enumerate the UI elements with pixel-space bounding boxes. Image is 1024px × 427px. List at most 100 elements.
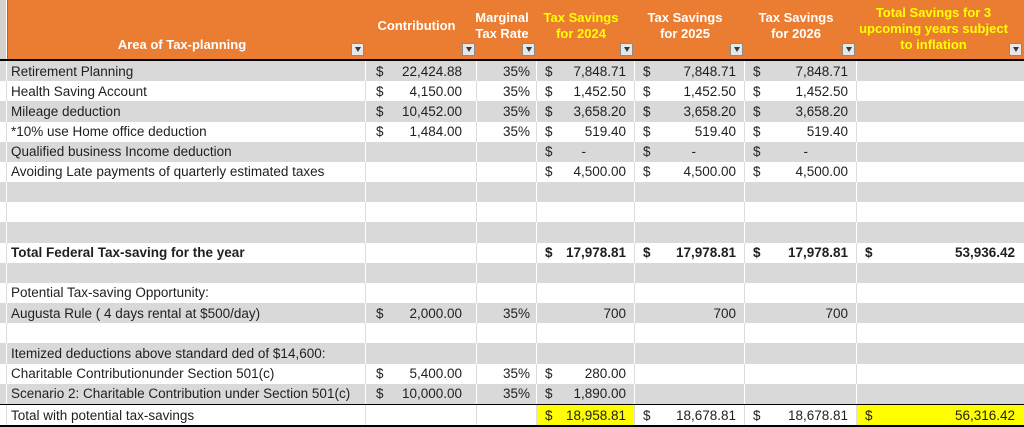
cell-marginal-tax-rate[interactable] (477, 343, 537, 364)
cell-tax-savings-2025[interactable]: $7,848.71 (635, 61, 745, 82)
cell-tax-savings-2026[interactable] (745, 222, 857, 243)
cell-area[interactable] (7, 182, 366, 203)
cell-tax-savings-2024[interactable] (537, 343, 635, 364)
filter-dropdown-button[interactable] (522, 43, 535, 56)
cell-tax-savings-2024[interactable] (537, 323, 635, 344)
cell-total-savings[interactable] (857, 343, 1024, 364)
cell-tax-savings-2026[interactable] (745, 383, 857, 404)
cell-tax-savings-2024[interactable]: $519.40 (537, 121, 635, 142)
cell-contribution[interactable]: $10,452.00 (366, 101, 477, 122)
cell-tax-savings-2025[interactable] (635, 262, 745, 283)
cell-contribution[interactable] (366, 141, 477, 162)
cell-tax-savings-2024[interactable]: $18,958.81 (537, 404, 635, 425)
cell-tax-savings-2025[interactable]: $18,678.81 (635, 404, 745, 425)
cell-marginal-tax-rate[interactable] (477, 161, 537, 183)
cell-tax-savings-2025[interactable] (635, 363, 745, 384)
cell-area[interactable]: Augusta Rule ( 4 days rental at $500/day… (7, 303, 366, 324)
cell-tax-savings-2025[interactable] (635, 222, 745, 243)
cell-tax-savings-2026[interactable] (745, 262, 857, 283)
cell-marginal-tax-rate[interactable]: 35% (477, 121, 537, 142)
cell-area[interactable] (7, 262, 366, 283)
cell-total-savings[interactable] (857, 61, 1024, 82)
cell-total-savings[interactable]: $56,316.42 (857, 404, 1024, 425)
cell-tax-savings-2025[interactable] (635, 343, 745, 364)
cell-total-savings[interactable] (857, 303, 1024, 324)
cell-contribution[interactable] (366, 222, 477, 243)
cell-area[interactable]: Total Federal Tax-saving for the year (7, 242, 366, 263)
cell-tax-savings-2026[interactable] (745, 202, 857, 223)
cell-tax-savings-2025[interactable] (635, 202, 745, 223)
cell-tax-savings-2026[interactable] (745, 182, 857, 203)
cell-total-savings[interactable] (857, 141, 1024, 162)
cell-marginal-tax-rate[interactable] (477, 182, 537, 203)
cell-marginal-tax-rate[interactable]: 35% (477, 363, 537, 384)
column-header-total[interactable]: Total Savings for 3 upcoming years subje… (857, 0, 1024, 59)
cell-tax-savings-2026[interactable]: $3,658.20 (745, 101, 857, 122)
cell-contribution[interactable] (366, 202, 477, 223)
cell-area[interactable] (7, 202, 366, 223)
cell-marginal-tax-rate[interactable]: 35% (477, 101, 537, 122)
cell-contribution[interactable]: $1,484.00 (366, 121, 477, 142)
cell-total-savings[interactable] (857, 383, 1024, 404)
cell-tax-savings-2026[interactable]: $18,678.81 (745, 404, 857, 425)
cell-tax-savings-2026[interactable] (745, 323, 857, 344)
cell-tax-savings-2026[interactable] (745, 343, 857, 364)
cell-area[interactable]: Retirement Planning (7, 61, 366, 82)
cell-tax-savings-2026[interactable]: 700 (745, 303, 857, 324)
filter-dropdown-button[interactable] (620, 43, 633, 56)
cell-tax-savings-2024[interactable]: $17,978.81 (537, 242, 635, 263)
cell-contribution[interactable] (366, 182, 477, 203)
cell-marginal-tax-rate[interactable] (477, 242, 537, 263)
cell-area[interactable]: *10% use Home office deduction (7, 121, 366, 142)
column-header-y2024[interactable]: Tax Savings for 2024 (537, 0, 635, 59)
cell-marginal-tax-rate[interactable] (477, 222, 537, 243)
cell-total-savings[interactable]: $53,936.42 (857, 242, 1024, 263)
cell-total-savings[interactable] (857, 161, 1024, 183)
column-header-contribution[interactable]: Contribution (366, 0, 477, 59)
cell-marginal-tax-rate[interactable] (477, 323, 537, 344)
cell-contribution[interactable]: $4,150.00 (366, 81, 477, 102)
cell-total-savings[interactable] (857, 101, 1024, 122)
cell-total-savings[interactable] (857, 282, 1024, 304)
cell-marginal-tax-rate[interactable] (477, 404, 537, 425)
cell-tax-savings-2026[interactable]: $7,848.71 (745, 61, 857, 82)
cell-total-savings[interactable] (857, 182, 1024, 203)
cell-area[interactable]: Mileage deduction (7, 101, 366, 122)
cell-tax-savings-2025[interactable]: $17,978.81 (635, 242, 745, 263)
cell-contribution[interactable] (366, 404, 477, 425)
cell-tax-savings-2025[interactable] (635, 323, 745, 344)
cell-tax-savings-2025[interactable]: $ - (635, 141, 745, 162)
cell-tax-savings-2025[interactable]: 700 (635, 303, 745, 324)
cell-tax-savings-2025[interactable]: $4,500.00 (635, 161, 745, 183)
cell-contribution[interactable]: $10,000.00 (366, 383, 477, 404)
cell-contribution[interactable] (366, 323, 477, 344)
cell-tax-savings-2024[interactable]: 700 (537, 303, 635, 324)
cell-tax-savings-2024[interactable]: $1,452.50 (537, 81, 635, 102)
cell-tax-savings-2024[interactable] (537, 182, 635, 203)
cell-marginal-tax-rate[interactable]: 35% (477, 383, 537, 404)
filter-dropdown-button[interactable] (462, 43, 475, 56)
cell-area[interactable]: Total with potential tax-savings (7, 404, 366, 425)
cell-area[interactable]: Scenario 2: Charitable Contribution unde… (7, 383, 366, 404)
cell-tax-savings-2024[interactable]: $280.00 (537, 363, 635, 384)
cell-area[interactable]: Potential Tax-saving Opportunity: (7, 282, 366, 304)
cell-tax-savings-2024[interactable]: $3,658.20 (537, 101, 635, 122)
cell-marginal-tax-rate[interactable] (477, 262, 537, 283)
cell-tax-savings-2026[interactable]: $ - (745, 141, 857, 162)
cell-contribution[interactable] (366, 262, 477, 283)
cell-tax-savings-2024[interactable] (537, 282, 635, 304)
cell-tax-savings-2024[interactable] (537, 262, 635, 283)
cell-tax-savings-2025[interactable]: $1,452.50 (635, 81, 745, 102)
cell-tax-savings-2025[interactable] (635, 383, 745, 404)
column-header-y2026[interactable]: Tax Savings for 2026 (745, 0, 857, 59)
cell-tax-savings-2026[interactable]: $1,452.50 (745, 81, 857, 102)
cell-tax-savings-2026[interactable]: $17,978.81 (745, 242, 857, 263)
cell-marginal-tax-rate[interactable] (477, 202, 537, 223)
cell-contribution[interactable] (366, 282, 477, 304)
cell-area[interactable] (7, 222, 366, 243)
cell-total-savings[interactable] (857, 222, 1024, 243)
cell-total-savings[interactable] (857, 121, 1024, 142)
cell-tax-savings-2024[interactable]: $7,848.71 (537, 61, 635, 82)
cell-area[interactable]: Avoiding Late payments of quarterly esti… (7, 161, 366, 183)
cell-contribution[interactable] (366, 343, 477, 364)
